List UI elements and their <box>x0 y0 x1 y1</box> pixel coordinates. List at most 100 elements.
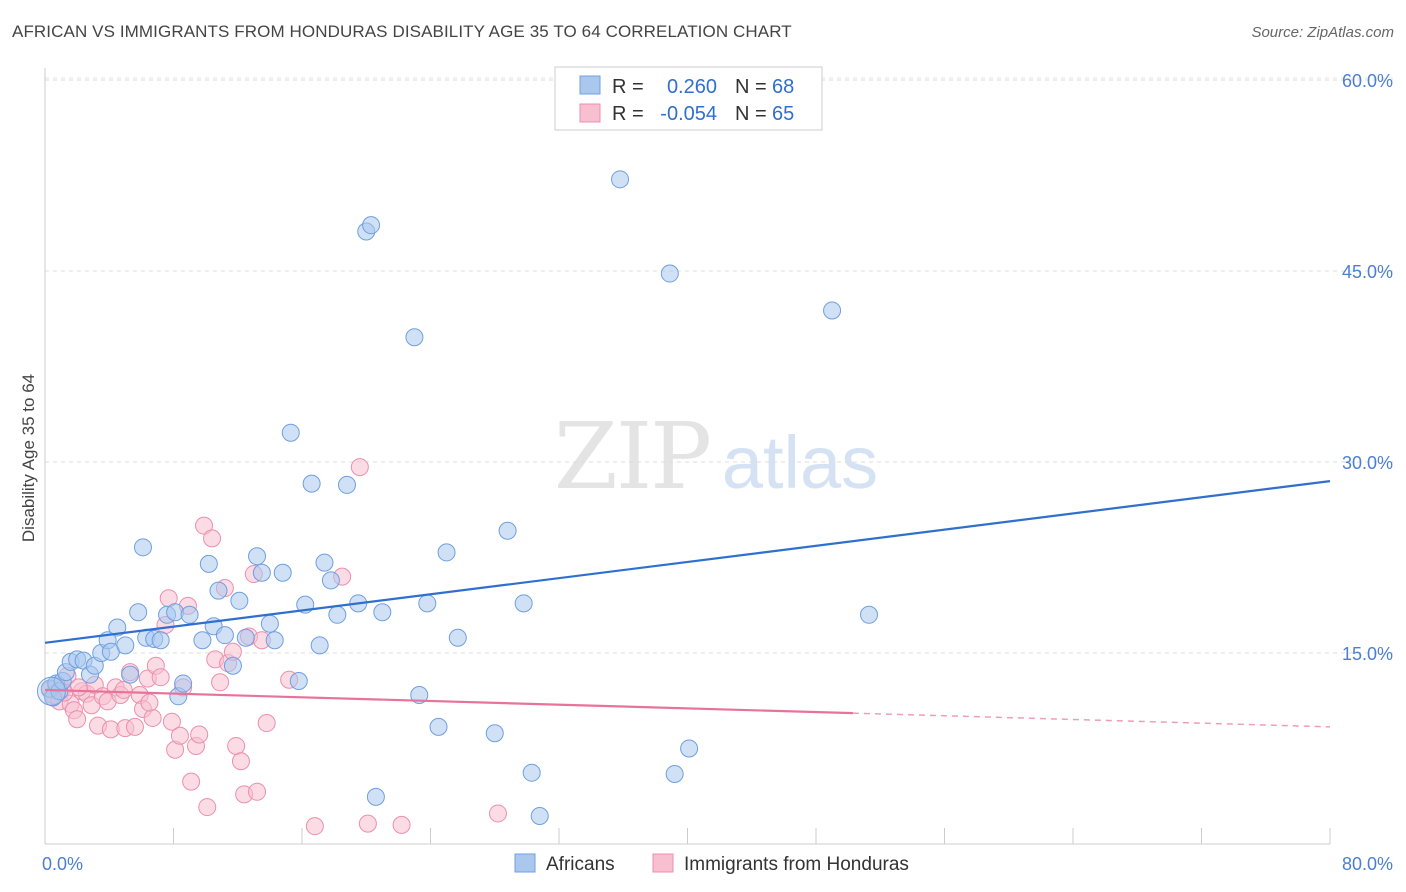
point-africans <box>373 603 392 622</box>
correlation-legend: R = 0.260 N = 68 R = -0.054 N = 65 <box>554 66 823 131</box>
legend-n-value-africans: 68 <box>772 76 794 98</box>
point-honduras <box>195 516 214 535</box>
point-africans <box>530 806 549 825</box>
point-honduras <box>203 529 222 548</box>
point-africans <box>860 605 879 624</box>
point-africans <box>252 563 271 582</box>
point-africans <box>281 423 300 442</box>
point-africans <box>230 591 249 610</box>
legend-n-label-africans: N = <box>735 76 767 98</box>
point-africans <box>429 717 448 736</box>
point-honduras <box>140 693 159 712</box>
point-honduras <box>211 673 230 692</box>
point-africans <box>362 216 381 235</box>
point-africans <box>823 301 842 320</box>
y-tick-label-15: 15.0% <box>1342 644 1393 664</box>
point-africans <box>265 631 284 650</box>
point-honduras <box>143 708 162 727</box>
point-africans <box>665 764 684 783</box>
point-africans <box>405 328 424 347</box>
point-africans <box>174 674 193 693</box>
bottom-legend-swatch-africans <box>514 853 536 873</box>
point-africans <box>337 475 356 494</box>
point-honduras <box>170 726 189 745</box>
point-honduras <box>392 815 411 834</box>
point-honduras <box>114 680 133 699</box>
point-africans <box>522 763 541 782</box>
x-tick-label-max: 80.0% <box>1342 854 1393 874</box>
point-honduras <box>350 458 369 477</box>
trend-lines <box>44 480 1331 728</box>
point-honduras <box>231 752 250 771</box>
trend-line-honduras <box>44 688 853 715</box>
point-africans <box>193 631 212 650</box>
y-tick-label-60: 60.0% <box>1342 71 1393 91</box>
point-africans <box>199 554 218 573</box>
point-africans <box>302 474 321 493</box>
point-africans <box>611 170 630 189</box>
y-tick-label-30: 30.0% <box>1342 453 1393 473</box>
trend-line-honduras-extrapolated <box>852 712 1331 728</box>
chart-source: Source: ZipAtlas.com <box>1251 24 1394 41</box>
bottom-legend-label-honduras: Immigrants from Honduras <box>684 854 909 875</box>
point-africans <box>321 571 340 590</box>
point-africans <box>514 594 533 613</box>
point-africans <box>315 553 334 572</box>
point-africans <box>660 264 679 283</box>
point-africans <box>498 521 517 540</box>
point-honduras <box>248 782 267 801</box>
trend-line-africans <box>44 480 1331 644</box>
point-africans <box>151 631 170 650</box>
legend-swatch-africans <box>579 75 601 95</box>
point-africans <box>680 739 699 758</box>
series-legend: Africans Immigrants from Honduras <box>514 853 909 875</box>
bottom-legend-label-africans: Africans <box>546 854 615 875</box>
legend-n-value-honduras: 65 <box>772 103 794 125</box>
point-africans <box>448 628 467 647</box>
x-tick-label-min: 0.0% <box>42 854 83 874</box>
legend-swatch-honduras <box>579 103 601 123</box>
point-africans <box>366 787 385 806</box>
y-tick-label-45: 45.0% <box>1342 262 1393 282</box>
point-honduras <box>68 710 87 729</box>
point-honduras <box>358 814 377 833</box>
gridlines <box>45 77 1393 654</box>
point-africans <box>209 581 228 600</box>
watermark: ZIP atlas <box>554 403 878 510</box>
point-honduras <box>227 736 246 755</box>
bottom-legend-swatch-honduras <box>652 853 674 873</box>
watermark-zip: ZIP <box>554 403 710 510</box>
y-axis-tick-labels: 15.0% 30.0% 45.0% 60.0% <box>1342 71 1393 664</box>
point-africans <box>215 626 234 645</box>
legend-r-label-honduras: R = <box>612 103 644 125</box>
point-africans <box>129 603 148 622</box>
point-honduras <box>198 798 217 817</box>
chart-title: AFRICAN VS IMMIGRANTS FROM HONDURAS DISA… <box>12 22 792 41</box>
point-honduras <box>162 712 181 731</box>
y-axis-title: Disability Age 35 to 64 <box>19 374 38 542</box>
point-africans <box>116 636 135 655</box>
point-africans <box>437 543 456 562</box>
point-africans <box>223 656 242 675</box>
point-africans <box>328 605 347 624</box>
point-africans <box>273 563 292 582</box>
point-honduras <box>190 725 209 744</box>
point-africans <box>485 724 504 743</box>
point-africans <box>260 614 279 633</box>
point-honduras <box>125 717 144 736</box>
point-honduras <box>305 817 324 836</box>
point-honduras <box>257 714 276 733</box>
point-africans <box>180 605 199 624</box>
point-africans <box>236 628 255 647</box>
legend-r-value-honduras: -0.054 <box>660 103 717 125</box>
point-honduras <box>151 668 170 687</box>
point-africans <box>410 686 429 705</box>
point-africans <box>108 618 127 637</box>
point-africans <box>310 636 329 655</box>
legend-r-value-africans: 0.260 <box>667 76 717 98</box>
x-axis-ticks <box>173 828 1331 844</box>
legend-r-label-africans: R = <box>612 76 644 98</box>
point-honduras <box>488 804 507 823</box>
point-africans <box>418 594 437 613</box>
